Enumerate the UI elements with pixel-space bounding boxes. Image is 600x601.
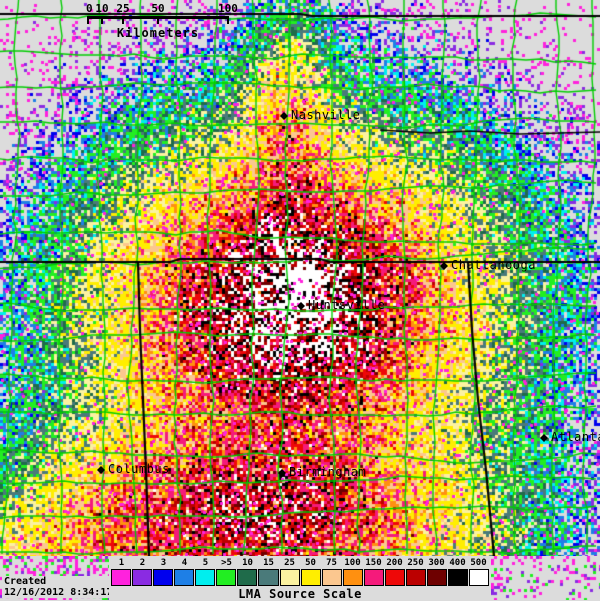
legend-label-8: 25 <box>284 558 295 568</box>
legend-label-12: 150 <box>365 558 382 568</box>
legend-swatch-200[interactable] <box>384 569 405 586</box>
legend-label-16: 400 <box>449 558 466 568</box>
city-label-birmingham: Birmingham <box>289 465 367 479</box>
city-chattanooga: Chattanooga <box>440 258 536 272</box>
legend-swatch-4[interactable] <box>174 569 195 586</box>
legend-swatch-300[interactable] <box>426 569 447 586</box>
city-label-nashville: Nashville <box>291 108 361 122</box>
city-atlanta: Atlanta <box>540 430 600 444</box>
legend-swatch-500[interactable] <box>469 569 490 586</box>
legend-label-3: 4 <box>181 558 188 568</box>
scale-tick-label-100: 100 <box>218 2 238 15</box>
scale-tick-label-0: 0 <box>86 2 93 15</box>
legend-value-labels: 1 2 3 4 5 >5 10 15 25 50 75 100 150 200 250 300 400 500 <box>109 556 491 569</box>
legend-label-0: 1 <box>118 558 125 568</box>
legend-label-2: 3 <box>160 558 167 568</box>
legend-flank-right <box>491 556 600 600</box>
legend-swatch-3[interactable] <box>153 569 174 586</box>
legend-swatch-5[interactable] <box>195 569 216 586</box>
legend-swatch-100[interactable] <box>342 569 363 586</box>
lma-source-scale-legend[interactable]: 1 2 3 4 5 >5 10 15 25 50 75 100 150 200 250 300 400 500 L… <box>109 556 491 601</box>
legend-label-6: 10 <box>242 558 253 568</box>
scale-tick-label-10: 10 <box>95 2 109 15</box>
map-area[interactable] <box>0 0 600 556</box>
diamond-marker <box>97 462 105 474</box>
diamond-marker <box>278 465 286 477</box>
legend-swatch-250[interactable] <box>405 569 426 586</box>
scale-tick-0 <box>87 16 89 24</box>
city-label-atlanta: Atlanta <box>551 430 600 444</box>
legend-swatch-75[interactable] <box>321 569 342 586</box>
scale-bar-rule <box>87 16 229 25</box>
scale-bar-units-label: Kilometers <box>116 26 200 40</box>
city-columbus: Columbus <box>97 462 170 476</box>
created-timestamp: Created 12/16/2012 8:34:17 <box>2 576 115 598</box>
legend-label-10: 75 <box>326 558 337 568</box>
scale-tick-10 <box>101 16 103 24</box>
legend-label-14: 250 <box>407 558 424 568</box>
legend-label-17: 500 <box>470 558 487 568</box>
scale-tick-25 <box>122 16 124 24</box>
legend-title: LMA Source Scale <box>238 587 362 601</box>
legend-swatch-1[interactable] <box>111 569 132 586</box>
legend-swatch-2[interactable] <box>132 569 153 586</box>
legend-swatch-150[interactable] <box>363 569 384 586</box>
legend-label-7: 15 <box>263 558 274 568</box>
legend-label-9: 50 <box>305 558 316 568</box>
city-label-columbus: Columbus <box>108 462 170 476</box>
legend-swatch-50[interactable] <box>300 569 321 586</box>
legend-swatch-25[interactable] <box>279 569 300 586</box>
legend-label-4: 5 <box>202 558 209 568</box>
created-datetime: 12/16/2012 8:34:17 <box>4 587 113 598</box>
diamond-marker <box>440 258 448 270</box>
legend-label-11: 100 <box>344 558 361 568</box>
scale-tick-50 <box>157 16 159 24</box>
scale-bar: 0 10 25 50 100 Kilometers <box>86 2 238 40</box>
legend-swatch-400[interactable] <box>448 569 469 586</box>
diamond-marker <box>540 430 548 442</box>
legend-swatch-gt5[interactable] <box>216 569 237 586</box>
legend-label-5: >5 <box>221 558 232 568</box>
city-huntsville: Huntsville <box>297 298 385 312</box>
scale-tick-100 <box>227 16 229 24</box>
city-label-huntsville: Huntsville <box>308 298 386 312</box>
diamond-marker <box>297 298 305 310</box>
city-birmingham: Birmingham <box>278 465 366 479</box>
map-boundaries-canvas <box>0 0 600 556</box>
legend-swatch-10[interactable] <box>237 569 258 586</box>
scale-tick-label-25: 25 <box>116 2 130 15</box>
legend-color-swatches[interactable] <box>109 569 491 586</box>
scale-tick-label-50: 50 <box>151 2 165 15</box>
legend-swatch-15[interactable] <box>258 569 279 586</box>
scale-bar-tick-labels: 0 10 25 50 100 <box>86 2 238 15</box>
created-label: Created <box>4 576 47 587</box>
city-label-chattanooga: Chattanooga <box>451 258 536 272</box>
diamond-marker <box>280 108 288 120</box>
city-nashville: Nashville <box>280 108 361 122</box>
legend-label-13: 200 <box>386 558 403 568</box>
legend-label-15: 300 <box>428 558 445 568</box>
legend-label-1: 2 <box>139 558 146 568</box>
